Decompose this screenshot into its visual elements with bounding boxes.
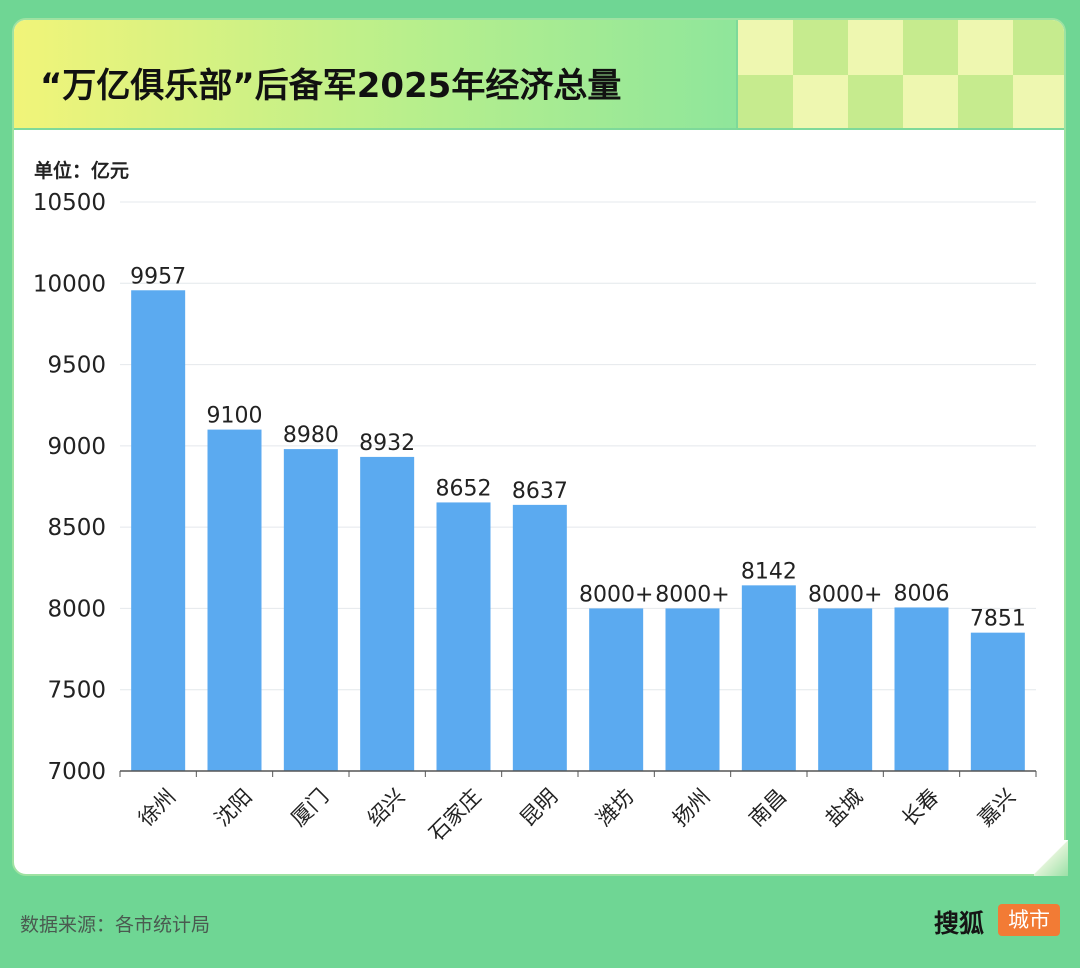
value-label: 8932: [359, 431, 415, 456]
bar-7: [589, 608, 644, 771]
value-label: 9100: [207, 404, 263, 429]
value-label: 8000+: [655, 582, 729, 607]
data-source: 数据来源：各市统计局: [20, 914, 211, 936]
bar-9: [741, 585, 796, 771]
bar-8: [665, 608, 720, 771]
chart-title: “万亿俱乐部”后备军2025年经济总量: [40, 66, 622, 106]
value-label: 8142: [741, 559, 797, 584]
bar-11: [894, 607, 949, 771]
y-tick-label: 8000: [47, 596, 106, 622]
x-category-label: 扬州: [668, 784, 715, 831]
y-tick-label: 7500: [47, 678, 106, 704]
bar-3: [283, 449, 338, 771]
x-category-label: 南昌: [744, 784, 791, 831]
x-category-label: 石家庄: [424, 784, 486, 846]
value-label: 8006: [894, 581, 950, 606]
x-category-label: 徐州: [134, 784, 181, 831]
x-category-label: 沈阳: [210, 784, 257, 831]
checker-decoration: [738, 20, 1064, 130]
y-tick-label: 7000: [47, 759, 106, 785]
title-banner: “万亿俱乐部”后备军2025年经济总量: [14, 20, 738, 130]
x-category-label: 长春: [897, 784, 944, 831]
value-label: 8000+: [579, 582, 653, 607]
value-label: 9957: [130, 264, 186, 289]
logo-main-text: 搜狐: [934, 909, 985, 938]
bar-6: [512, 504, 567, 771]
y-tick-label: 8500: [47, 515, 106, 541]
value-label: 8652: [436, 476, 492, 501]
bar-1: [131, 290, 186, 771]
bar-4: [360, 456, 415, 771]
y-tick-label: 9000: [47, 434, 106, 460]
x-category-label: 厦门: [286, 784, 333, 831]
value-label: 8000+: [808, 582, 882, 607]
value-label: 8980: [283, 423, 339, 448]
bar-10: [818, 608, 873, 771]
value-label: 7851: [970, 607, 1026, 632]
bar-2: [207, 429, 262, 771]
value-label: 8637: [512, 479, 568, 504]
x-category-label: 绍兴: [363, 784, 410, 831]
bar-5: [436, 502, 491, 771]
y-tick-label: 10000: [33, 271, 106, 297]
bar-12: [970, 632, 1025, 771]
page-fold-corner: [1034, 840, 1068, 876]
y-tick-label: 9500: [47, 353, 106, 379]
x-category-label: 昆明: [515, 784, 562, 831]
x-category-label: 盐城: [821, 784, 868, 831]
x-category-label: 潍坊: [592, 784, 639, 831]
y-tick-label: 10500: [33, 190, 106, 216]
logo-sub-badge: 城市: [998, 904, 1060, 936]
x-category-label: 嘉兴: [973, 784, 1020, 831]
unit-label: 单位：亿元: [34, 160, 130, 182]
